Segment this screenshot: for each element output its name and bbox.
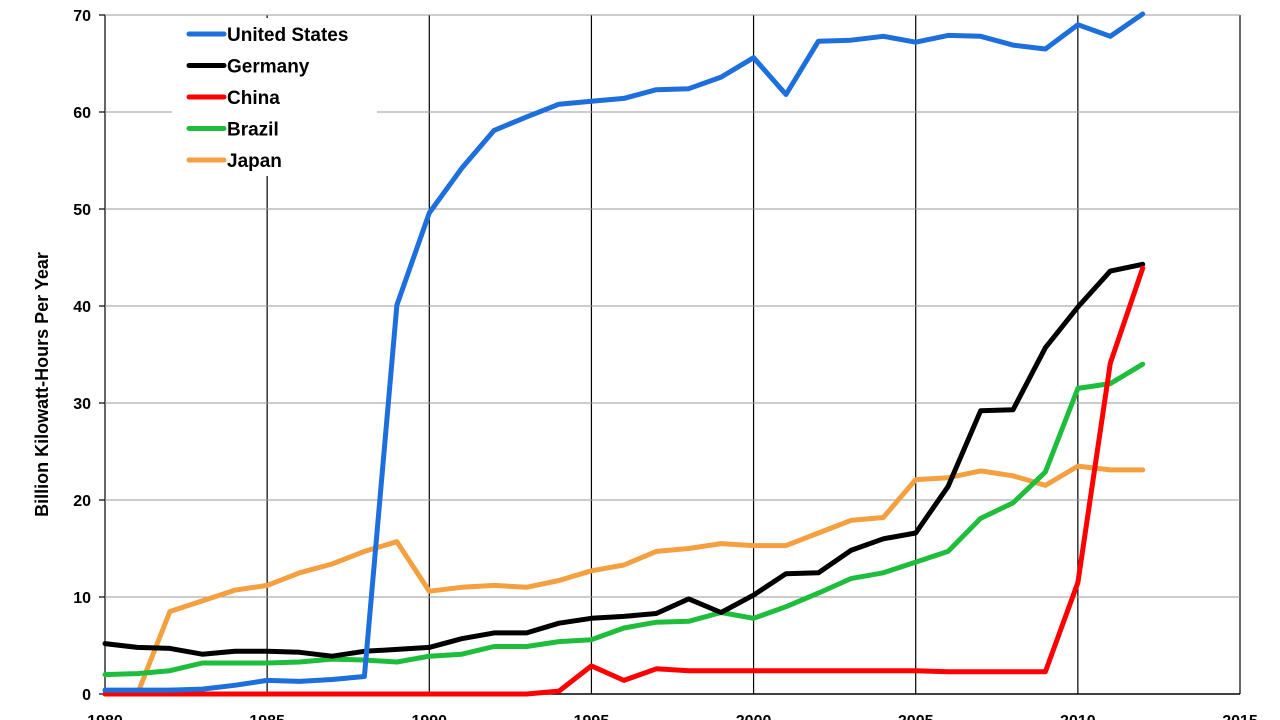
x-tick-label: 1980 (87, 713, 123, 720)
series-line-united-states (102, 11, 1146, 693)
legend-label-china: China (227, 88, 280, 109)
series-line-brazil (102, 361, 1146, 678)
y-tick-label: 10 (73, 590, 91, 607)
y-tick-label: 70 (73, 8, 91, 25)
y-tick-label: 60 (73, 105, 91, 122)
x-tick-label: 1985 (249, 713, 285, 720)
y-tick-label: 0 (82, 687, 91, 704)
legend-label-japan: Japan (227, 151, 282, 172)
y-tick-label: 20 (73, 493, 91, 510)
y-tick-label: 50 (73, 202, 91, 219)
legend-label-germany: Germany (227, 57, 310, 78)
legend-label-united-states: United States (227, 25, 348, 46)
series-line-germany (102, 261, 1146, 659)
y-tick-label: 40 (73, 299, 91, 316)
x-tick-label: 2010 (1060, 713, 1096, 720)
x-tick-label: 2005 (898, 713, 934, 720)
x-tick-label: 2000 (736, 713, 772, 720)
y-tick-label: 30 (73, 396, 91, 413)
legend: United States Germany China Brazil Japan (172, 18, 377, 176)
series-lines (102, 11, 1146, 697)
legend-label-brazil: Brazil (227, 120, 279, 141)
series-line-japan (102, 463, 1146, 697)
series-line-china (102, 265, 1146, 697)
x-tick-label: 1990 (411, 713, 447, 720)
grid (104, 14, 1241, 694)
y-axis-title: Billion Kilowatt-Hours Per Year (32, 252, 52, 517)
x-tick-label: 1995 (574, 713, 610, 720)
x-tick-label: 2015 (1222, 713, 1258, 720)
